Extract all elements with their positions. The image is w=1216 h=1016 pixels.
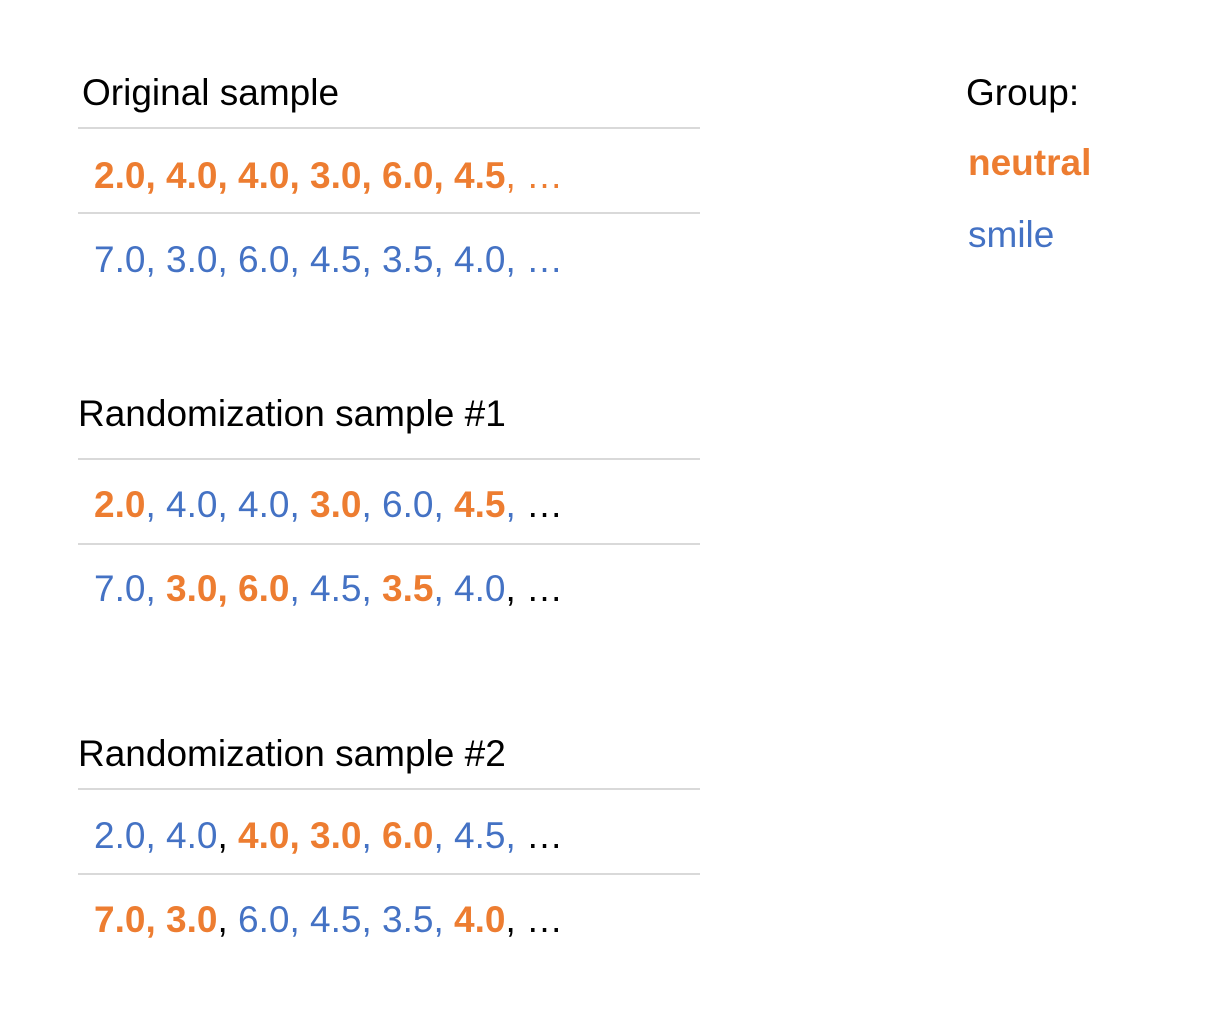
value-token: 3.0: [166, 239, 218, 280]
legend-item-smile: smile: [968, 214, 1055, 255]
sample-row: 2.0, 4.0, 4.0, 3.0, 6.0, 4.5, …: [94, 157, 563, 194]
separator-token: ,: [217, 484, 238, 525]
separator-token: ,: [433, 815, 454, 856]
value-token: 3.0: [166, 899, 218, 940]
value-token: 2.0: [94, 484, 146, 525]
row-divider: [78, 873, 700, 875]
row-divider: [78, 543, 700, 545]
row-divider: [78, 458, 700, 460]
row-divider: [78, 212, 700, 214]
separator-token: ,: [217, 815, 238, 856]
value-token: 7.0: [94, 899, 146, 940]
block-title: Randomization sample #2: [78, 733, 506, 774]
separator-token: …: [526, 815, 563, 856]
value-token: 6.0: [382, 484, 434, 525]
value-token: 4.0: [454, 568, 506, 609]
separator-token: ,: [433, 239, 454, 280]
value-token: 2.0: [94, 155, 146, 196]
value-token: 4.0: [454, 239, 506, 280]
block-title: Original sample: [82, 72, 340, 113]
value-token: 6.0: [382, 815, 434, 856]
separator-token: ,: [505, 815, 526, 856]
value-token: 4.5: [454, 155, 506, 196]
legend-title: Group:: [966, 72, 1080, 113]
separator-token: ,: [289, 899, 310, 940]
value-token: 4.0: [166, 815, 218, 856]
separator-token: …: [526, 568, 563, 609]
separator-token: ,: [433, 155, 454, 196]
value-token: 6.0: [238, 899, 290, 940]
separator-token: ,: [289, 484, 310, 525]
separator-token: ,: [505, 899, 526, 940]
sample-row: 2.0, 4.0, 4.0, 3.0, 6.0, 4.5, …: [94, 486, 563, 523]
separator-token: ,: [433, 899, 454, 940]
separator-token: , …: [505, 239, 563, 280]
separator-token: ,: [145, 239, 166, 280]
sample-row: 7.0, 3.0, 6.0, 4.5, 3.5, 4.0, …: [94, 241, 563, 278]
sample-row: 7.0, 3.0, 6.0, 4.5, 3.5, 4.0, …: [94, 901, 563, 938]
separator-token: ,: [145, 568, 166, 609]
value-token: 4.0: [238, 155, 290, 196]
separator-token: ,: [433, 484, 454, 525]
separator-token: ,: [289, 568, 310, 609]
value-token: 4.5: [310, 239, 362, 280]
separator-token: ,: [217, 568, 238, 609]
value-token: 4.5: [310, 899, 362, 940]
separator-token: ,: [361, 568, 382, 609]
separator-token: ,: [505, 484, 526, 525]
separator-token: ,: [361, 484, 382, 525]
value-token: 3.0: [310, 484, 362, 525]
separator-token: ,: [361, 899, 382, 940]
separator-token: ,: [361, 815, 382, 856]
value-token: 4.0: [454, 899, 506, 940]
value-token: 6.0: [238, 568, 290, 609]
value-token: 6.0: [238, 239, 290, 280]
separator-token: ,: [505, 568, 526, 609]
separator-token: ,: [145, 815, 166, 856]
separator-token: ,: [361, 155, 382, 196]
value-token: 4.0: [166, 484, 218, 525]
value-token: 7.0: [94, 568, 146, 609]
separator-token: ,: [217, 239, 238, 280]
value-token: 4.5: [454, 815, 506, 856]
separator-token: ,: [361, 239, 382, 280]
separator-token: ,: [433, 568, 454, 609]
separator-token: ,: [145, 484, 166, 525]
separator-token: …: [526, 899, 563, 940]
block-title: Randomization sample #1: [78, 393, 506, 434]
value-token: 3.0: [310, 815, 362, 856]
legend-item-neutral: neutral: [968, 142, 1092, 183]
separator-token: …: [526, 484, 563, 525]
separator-token: ,: [289, 155, 310, 196]
separator-token: ,: [217, 899, 238, 940]
value-token: 4.0: [238, 815, 290, 856]
separator-token: ,: [289, 815, 310, 856]
value-token: 4.0: [166, 155, 218, 196]
value-token: 3.0: [166, 568, 218, 609]
value-token: 3.5: [382, 239, 434, 280]
row-divider: [78, 127, 700, 129]
value-token: 7.0: [94, 239, 146, 280]
value-token: 4.0: [238, 484, 290, 525]
value-token: 3.0: [310, 155, 362, 196]
sample-row: 2.0, 4.0, 4.0, 3.0, 6.0, 4.5, …: [94, 817, 563, 854]
sample-row: 7.0, 3.0, 6.0, 4.5, 3.5, 4.0, …: [94, 570, 563, 607]
value-token: 3.5: [382, 899, 434, 940]
separator-token: , …: [505, 155, 563, 196]
value-token: 4.5: [310, 568, 362, 609]
value-token: 4.5: [454, 484, 506, 525]
value-token: 3.5: [382, 568, 434, 609]
separator-token: ,: [145, 899, 166, 940]
separator-token: ,: [289, 239, 310, 280]
value-token: 2.0: [94, 815, 146, 856]
separator-token: ,: [217, 155, 238, 196]
value-token: 6.0: [382, 155, 434, 196]
separator-token: ,: [145, 155, 166, 196]
row-divider: [78, 788, 700, 790]
